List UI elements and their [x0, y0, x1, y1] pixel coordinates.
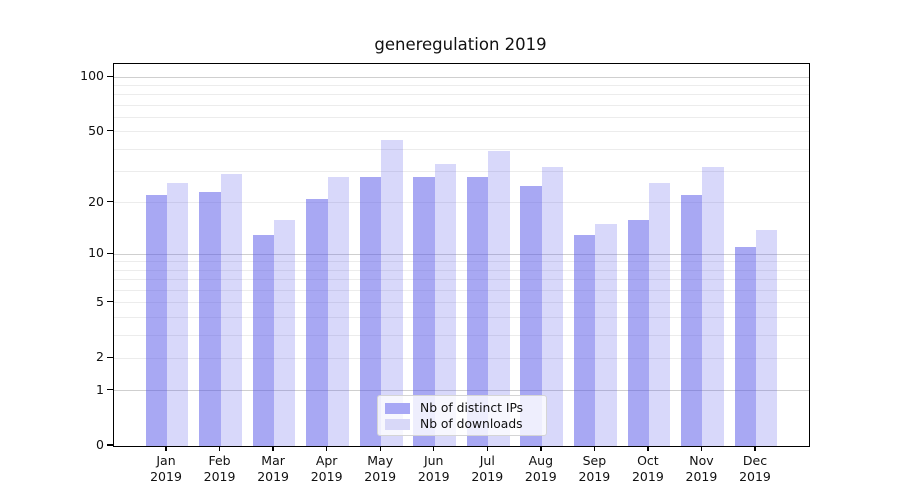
legend-row-downloads: Nb of downloads: [385, 416, 540, 432]
x-tick-label-aug: Aug 2019: [524, 453, 557, 484]
x-tick-mark-oct: [647, 446, 649, 451]
x-tick-label-may: May 2019: [364, 453, 397, 484]
gridline-2: [114, 357, 809, 359]
gridline-5: [114, 302, 809, 304]
bar-jul-downloads: [488, 151, 510, 446]
bar-dec-downloads: [755, 229, 778, 446]
x-tick-label-mar: Mar 2019: [257, 453, 289, 484]
x-tick-mark-jun: [433, 446, 435, 451]
y-tick-label-1: 1: [96, 381, 104, 397]
y-tick-label-2: 2: [96, 349, 104, 365]
bar-oct-downloads: [648, 182, 671, 446]
y-tick-label-10: 10: [88, 245, 104, 261]
bar-aug-ips: [520, 185, 542, 446]
bar-feb-downloads: [220, 174, 242, 446]
gridline-9: [114, 261, 809, 263]
bar-jul-ips: [466, 176, 489, 446]
gridline-4: [114, 316, 809, 318]
gridline-20: [114, 202, 809, 204]
gridline-7: [114, 279, 809, 281]
legend-swatch-distinct-ips: [385, 402, 410, 414]
bar-jun-ips: [413, 176, 435, 446]
y-tick-label-5: 5: [96, 293, 104, 309]
y-tick-mark-5: [107, 301, 113, 303]
bar-apr-downloads: [327, 176, 350, 446]
bar-may-ips: [359, 176, 382, 446]
x-tick-label-feb: Feb 2019: [203, 453, 236, 484]
gridline-60: [114, 116, 809, 118]
gridline-10: [114, 253, 809, 255]
gridline-100: [114, 76, 809, 78]
bar-jun-downloads: [434, 164, 457, 446]
y-tick-mark-0: [107, 444, 113, 446]
gridline-6: [114, 289, 809, 291]
x-tick-mark-may: [379, 446, 381, 451]
gridline-30: [114, 171, 809, 173]
gridline-80: [114, 94, 809, 96]
bar-feb-ips: [199, 191, 221, 446]
bar-jan-ips: [145, 195, 167, 446]
y-tick-mark-1: [107, 388, 113, 391]
bar-mar-ips: [252, 235, 275, 446]
bar-mar-downloads: [274, 219, 296, 446]
y-tick-label-20: 20: [88, 193, 104, 209]
bar-jan-downloads: [167, 182, 189, 446]
legend-swatch-downloads: [385, 418, 410, 430]
gridline-40: [114, 148, 809, 150]
gridline-8: [114, 269, 809, 271]
x-tick-mark-aug: [540, 446, 542, 451]
x-tick-label-jan: Jan 2019: [150, 453, 182, 484]
chart-title: generegulation 2019: [374, 35, 547, 54]
gridline-90: [114, 84, 809, 86]
x-tick-mark-sep: [593, 446, 596, 451]
y-tick-mark-20: [107, 201, 113, 203]
bar-aug-downloads: [541, 166, 564, 446]
y-tick-label-100: 100: [80, 68, 104, 84]
x-tick-label-dec: Dec 2019: [739, 453, 771, 484]
bar-oct-ips: [627, 219, 649, 446]
x-tick-label-jun: Jun 2019: [417, 453, 450, 484]
x-tick-mark-mar: [272, 446, 274, 451]
bar-sep-downloads: [595, 224, 617, 446]
bar-apr-ips: [306, 198, 328, 446]
x-tick-mark-jul: [486, 446, 488, 451]
x-tick-label-apr: Apr 2019: [310, 453, 343, 484]
bar-dec-ips: [734, 247, 756, 446]
gridline-50: [114, 131, 809, 133]
bar-nov-ips: [681, 195, 703, 446]
plot-area: [113, 63, 810, 447]
gridline-70: [114, 104, 809, 106]
x-tick-label-sep: Sep 2019: [578, 453, 611, 484]
y-tick-label-50: 50: [88, 122, 104, 138]
y-tick-mark-100: [107, 75, 113, 77]
y-tick-mark-50: [107, 130, 113, 132]
x-tick-mark-feb: [218, 446, 221, 451]
y-tick-label-0: 0: [96, 437, 104, 452]
y-tick-mark-2: [107, 356, 113, 358]
bar-may-downloads: [381, 139, 403, 446]
y-tick-mark-10: [107, 252, 113, 255]
legend-row-distinct-ips: Nb of distinct IPs: [385, 400, 540, 416]
x-tick-mark-jan: [165, 446, 167, 451]
x-tick-label-oct: Oct 2019: [631, 453, 664, 484]
gridline-3: [114, 334, 809, 336]
gridline-1: [114, 390, 809, 392]
bar-sep-ips: [573, 235, 596, 446]
bar-nov-downloads: [702, 166, 724, 446]
x-tick-mark-apr: [326, 446, 328, 451]
legend: Nb of distinct IPs Nb of downloads: [377, 395, 547, 436]
legend-label-distinct-ips: Nb of distinct IPs: [420, 401, 524, 415]
x-tick-label-nov: Nov 2019: [685, 453, 718, 484]
x-tick-mark-dec: [754, 446, 756, 451]
x-tick-mark-nov: [700, 446, 703, 451]
x-tick-label-jul: Jul 2019: [471, 453, 504, 484]
legend-label-downloads: Nb of downloads: [420, 417, 523, 431]
